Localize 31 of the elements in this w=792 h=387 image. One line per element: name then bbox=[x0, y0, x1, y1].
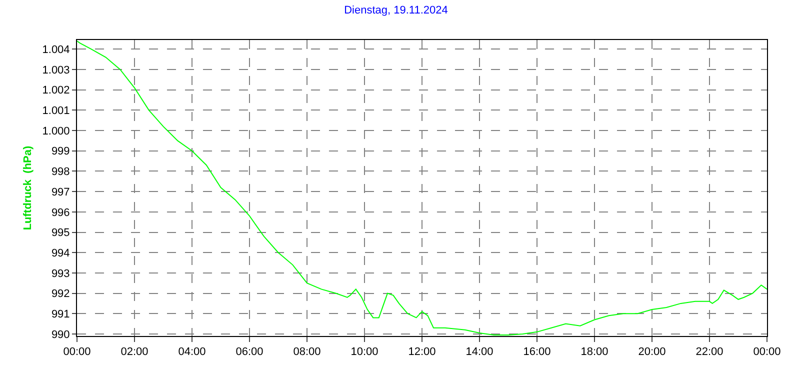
y-tick-label: 995 bbox=[51, 227, 70, 240]
x-tick-label: 16:00 bbox=[523, 346, 551, 358]
y-tick-label: 1.001 bbox=[42, 105, 70, 118]
x-tick-label: 20:00 bbox=[638, 346, 666, 358]
y-tick-label: 990 bbox=[51, 328, 70, 341]
x-tick-label: 18:00 bbox=[580, 346, 608, 358]
y-tick-label: 1.000 bbox=[42, 125, 70, 138]
x-tick-label: 08:00 bbox=[293, 346, 321, 358]
y-tick-label: 998 bbox=[51, 166, 70, 178]
x-tick-label: 00:00 bbox=[63, 346, 91, 358]
y-tick-label: 993 bbox=[51, 268, 70, 280]
y-tick-label: 1.002 bbox=[42, 84, 70, 97]
x-tick-label: 12:00 bbox=[408, 346, 436, 358]
y-tick-label: 997 bbox=[51, 186, 70, 198]
y-tick-label: 992 bbox=[51, 288, 70, 300]
y-tick-label: 1.004 bbox=[42, 44, 70, 56]
x-tick-label: 06:00 bbox=[236, 346, 264, 358]
x-tick-label: 10:00 bbox=[350, 346, 378, 358]
y-tick-label: 991 bbox=[51, 308, 70, 320]
y-axis-title: Luftdruck (hPa) bbox=[22, 146, 34, 230]
y-tick-label: 1.003 bbox=[42, 64, 70, 76]
line-series bbox=[77, 40, 767, 336]
y-tick-label: 994 bbox=[51, 247, 70, 260]
x-tick-label: 02:00 bbox=[120, 346, 148, 358]
chart-title: Dienstag, 19.11.2024 bbox=[344, 4, 448, 17]
y-tick-label: 996 bbox=[51, 206, 70, 219]
x-tick-label: 22:00 bbox=[696, 346, 724, 358]
x-tick-label: 00:00 bbox=[753, 346, 781, 358]
x-tick-label: 14:00 bbox=[466, 346, 494, 358]
y-tick-label: 999 bbox=[51, 146, 70, 158]
x-tick-label: 04:00 bbox=[178, 346, 206, 358]
